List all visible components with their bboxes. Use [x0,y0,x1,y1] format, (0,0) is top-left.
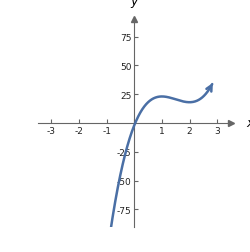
Text: y: y [130,0,138,8]
Text: x: x [246,117,250,130]
